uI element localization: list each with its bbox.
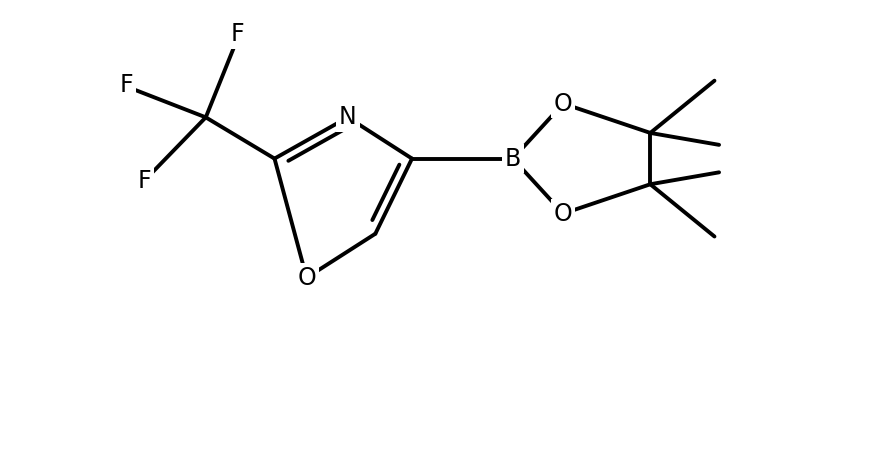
Text: F: F bbox=[231, 22, 244, 46]
Text: B: B bbox=[504, 147, 521, 171]
Text: O: O bbox=[553, 201, 572, 226]
Text: F: F bbox=[119, 73, 133, 97]
Text: N: N bbox=[339, 105, 356, 129]
Text: F: F bbox=[137, 168, 151, 193]
Text: O: O bbox=[553, 92, 572, 115]
Text: O: O bbox=[297, 266, 315, 290]
